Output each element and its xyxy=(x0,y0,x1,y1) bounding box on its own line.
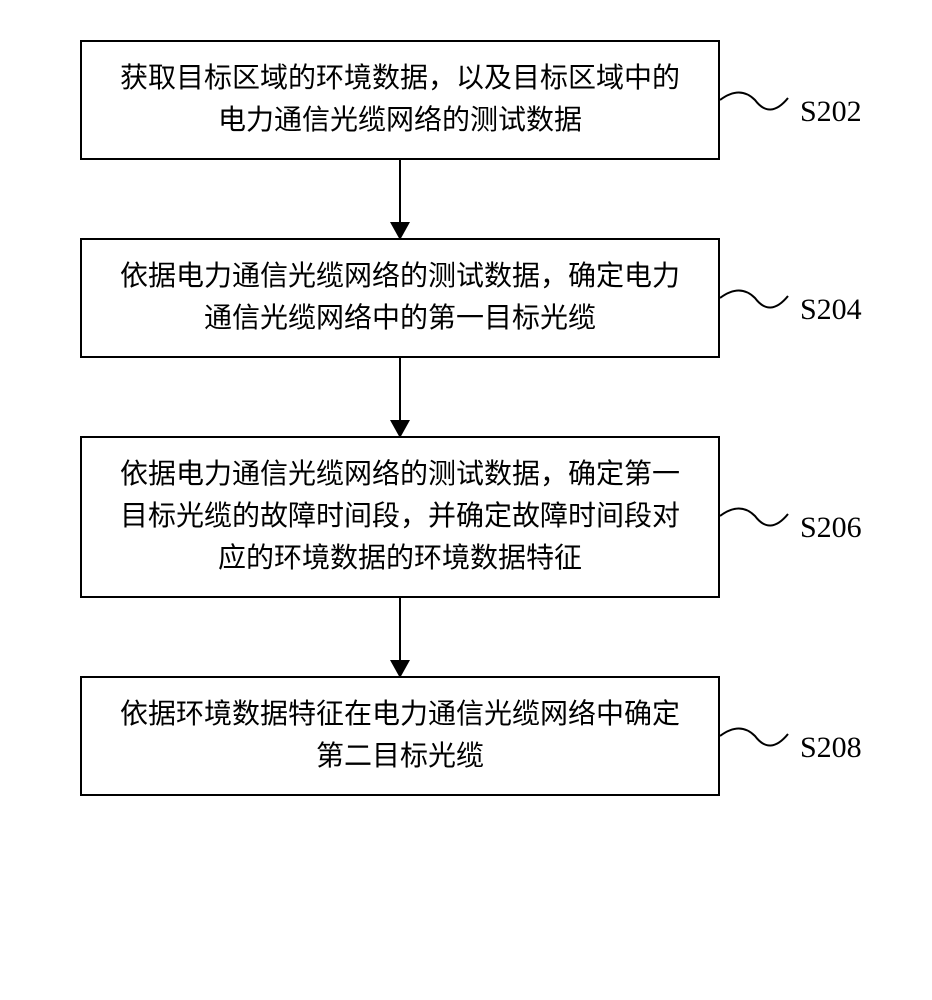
connector-curve-icon xyxy=(720,716,800,776)
step-text: 获取目标区域的环境数据，以及目标区域中的电力通信光缆网络的测试数据 xyxy=(120,63,680,136)
arrow-container xyxy=(80,160,720,238)
arrow-down-icon xyxy=(399,598,401,676)
arrow-down-icon xyxy=(399,358,401,436)
arrow-container xyxy=(80,598,720,676)
step-label-s206: S206 xyxy=(800,511,862,545)
connector-curve-icon xyxy=(720,278,800,338)
step-box-s206: 依据电力通信光缆网络的测试数据，确定第一目标光缆的故障时间段，并确定故障时间段对… xyxy=(80,436,720,598)
arrow-container xyxy=(80,358,720,436)
step-label-s204: S204 xyxy=(800,293,862,327)
step-label-s208: S208 xyxy=(800,731,862,765)
step-text: 依据电力通信光缆网络的测试数据，确定第一目标光缆的故障时间段，并确定故障时间段对… xyxy=(120,459,680,574)
connector-curve-icon xyxy=(720,496,800,556)
step-row-4: 依据环境数据特征在电力通信光缆网络中确定第二目标光缆 S208 xyxy=(80,676,850,796)
step-row-1: 获取目标区域的环境数据，以及目标区域中的电力通信光缆网络的测试数据 S202 xyxy=(80,40,850,160)
step-label-s202: S202 xyxy=(800,95,862,129)
step-text: 依据环境数据特征在电力通信光缆网络中确定第二目标光缆 xyxy=(120,699,680,772)
connector-curve-icon xyxy=(720,80,800,140)
flowchart-container: 获取目标区域的环境数据，以及目标区域中的电力通信光缆网络的测试数据 S202 依… xyxy=(80,40,850,796)
step-row-3: 依据电力通信光缆网络的测试数据，确定第一目标光缆的故障时间段，并确定故障时间段对… xyxy=(80,436,850,598)
step-row-2: 依据电力通信光缆网络的测试数据，确定电力通信光缆网络中的第一目标光缆 S204 xyxy=(80,238,850,358)
step-box-s208: 依据环境数据特征在电力通信光缆网络中确定第二目标光缆 xyxy=(80,676,720,796)
step-box-s202: 获取目标区域的环境数据，以及目标区域中的电力通信光缆网络的测试数据 xyxy=(80,40,720,160)
step-box-s204: 依据电力通信光缆网络的测试数据，确定电力通信光缆网络中的第一目标光缆 xyxy=(80,238,720,358)
step-text: 依据电力通信光缆网络的测试数据，确定电力通信光缆网络中的第一目标光缆 xyxy=(120,261,680,334)
arrow-down-icon xyxy=(399,160,401,238)
